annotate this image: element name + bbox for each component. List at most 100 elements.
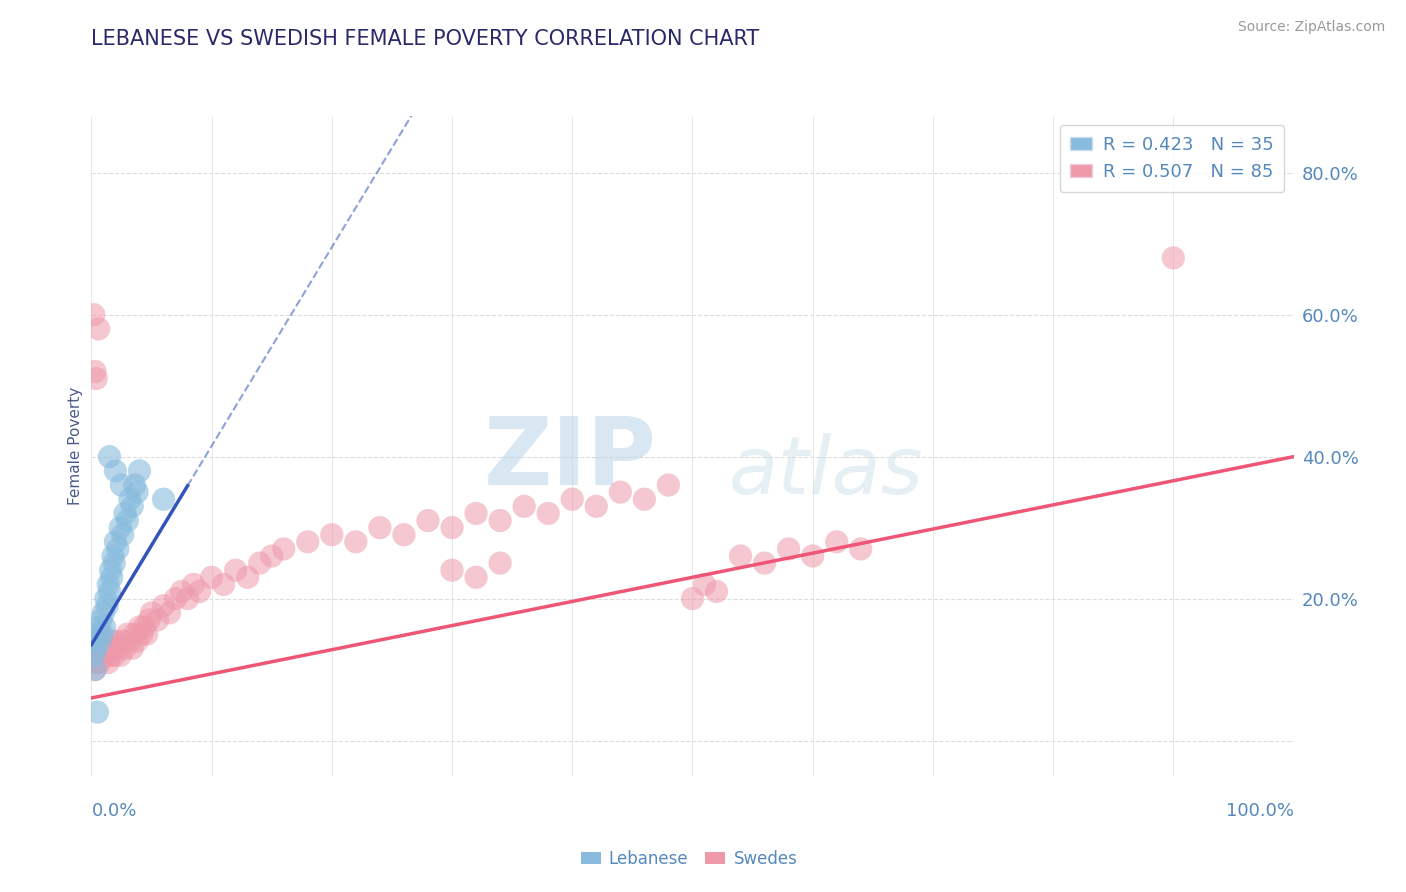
Point <box>98 450 121 464</box>
Point <box>104 534 127 549</box>
Point <box>97 656 120 670</box>
Point <box>561 492 583 507</box>
Point <box>609 485 631 500</box>
Point <box>98 584 121 599</box>
Point <box>681 591 703 606</box>
Point <box>176 591 198 606</box>
Point <box>121 641 143 656</box>
Point <box>87 648 110 663</box>
Point <box>118 634 141 648</box>
Point <box>83 308 105 322</box>
Point <box>96 599 118 613</box>
Point <box>84 663 107 677</box>
Point <box>183 577 205 591</box>
Point <box>114 507 136 521</box>
Text: ZIP: ZIP <box>484 413 657 505</box>
Legend: Lebanese, Swedes: Lebanese, Swedes <box>574 844 804 875</box>
Point <box>249 556 271 570</box>
Point <box>86 705 108 719</box>
Point <box>118 492 141 507</box>
Point <box>344 534 367 549</box>
Point <box>86 634 108 648</box>
Point <box>87 322 110 336</box>
Point <box>104 464 127 478</box>
Point <box>754 556 776 570</box>
Point <box>440 563 463 577</box>
Point <box>94 591 117 606</box>
Point <box>212 577 235 591</box>
Point <box>368 521 391 535</box>
Point <box>146 613 169 627</box>
Point <box>100 563 122 577</box>
Point <box>83 648 105 663</box>
Text: LEBANESE VS SWEDISH FEMALE POVERTY CORRELATION CHART: LEBANESE VS SWEDISH FEMALE POVERTY CORRE… <box>91 29 759 49</box>
Point <box>89 656 111 670</box>
Point <box>93 620 115 634</box>
Point <box>131 627 153 641</box>
Point <box>657 478 679 492</box>
Point <box>778 541 800 556</box>
Point <box>225 563 247 577</box>
Point <box>104 634 127 648</box>
Text: atlas: atlas <box>728 434 924 511</box>
Point <box>121 500 143 514</box>
Point <box>89 634 111 648</box>
Point <box>849 541 872 556</box>
Point <box>124 478 146 492</box>
Point <box>273 541 295 556</box>
Point <box>152 599 174 613</box>
Point <box>103 648 125 663</box>
Point <box>159 606 181 620</box>
Point <box>114 641 136 656</box>
Point <box>84 364 107 378</box>
Point <box>465 570 488 584</box>
Point <box>111 527 134 541</box>
Point <box>96 648 118 663</box>
Point <box>110 648 132 663</box>
Point <box>101 641 124 656</box>
Point <box>110 478 132 492</box>
Point <box>513 500 536 514</box>
Point <box>84 371 107 385</box>
Point <box>236 570 259 584</box>
Point <box>110 521 132 535</box>
Text: 100.0%: 100.0% <box>1226 802 1294 820</box>
Point <box>465 507 488 521</box>
Text: Source: ZipAtlas.com: Source: ZipAtlas.com <box>1237 20 1385 34</box>
Point <box>84 641 107 656</box>
Point <box>83 634 105 648</box>
Point <box>801 549 824 563</box>
Point <box>489 556 512 570</box>
Point <box>537 507 560 521</box>
Point <box>91 627 114 641</box>
Point <box>201 570 224 584</box>
Point <box>117 514 139 528</box>
Point <box>138 613 160 627</box>
Point <box>103 556 125 570</box>
Point <box>825 534 848 549</box>
Point <box>125 485 148 500</box>
Point <box>84 663 107 677</box>
Point <box>93 648 115 663</box>
Point <box>141 606 163 620</box>
Point <box>693 577 716 591</box>
Point <box>392 527 415 541</box>
Point <box>124 627 146 641</box>
Point <box>91 641 114 656</box>
Point <box>87 620 110 634</box>
Point <box>82 634 104 648</box>
Point <box>260 549 283 563</box>
Point <box>321 527 343 541</box>
Point <box>135 627 157 641</box>
Point <box>440 521 463 535</box>
Point <box>585 500 607 514</box>
Point <box>100 648 122 663</box>
Point <box>111 634 134 648</box>
Point <box>107 541 129 556</box>
Point <box>97 577 120 591</box>
Point <box>165 591 187 606</box>
Point <box>134 620 156 634</box>
Point <box>152 492 174 507</box>
Point <box>82 641 104 656</box>
Point <box>90 613 112 627</box>
